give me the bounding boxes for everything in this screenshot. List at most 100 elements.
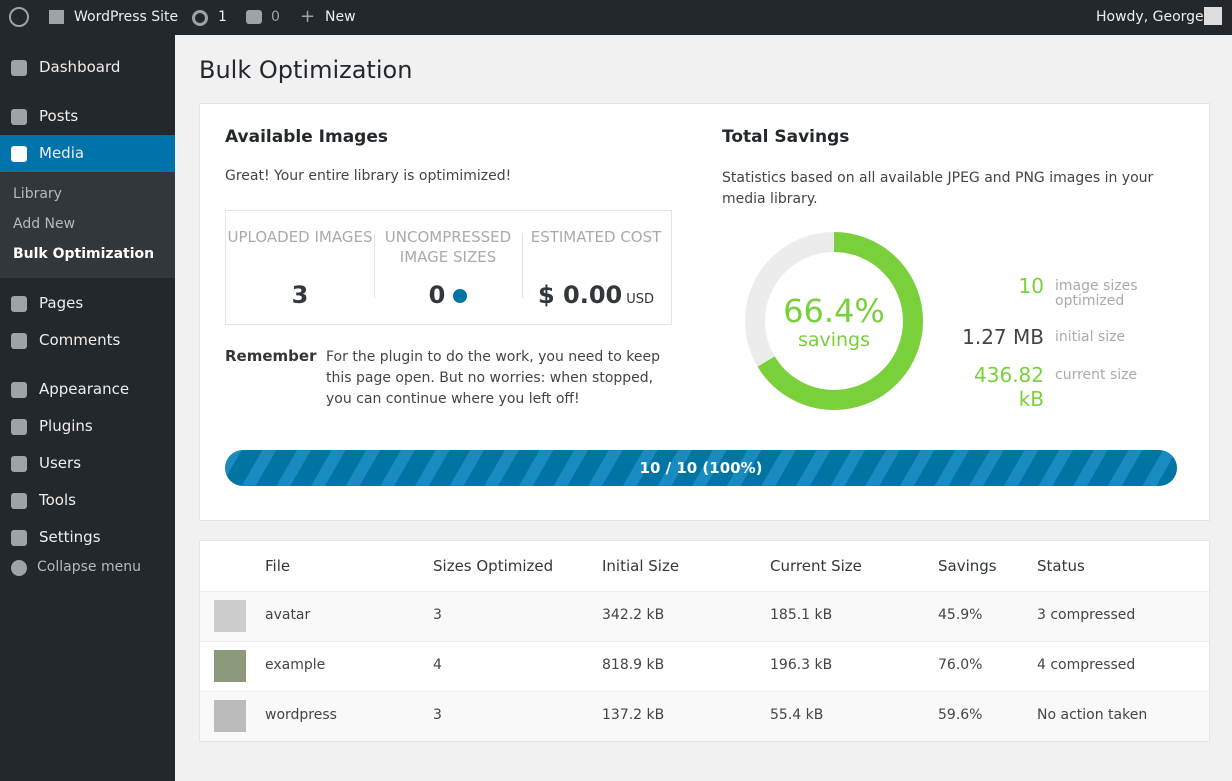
- submenu-item[interactable]: Bulk Optimization: [13, 246, 155, 262]
- table-cell: 818.9 kB: [602, 657, 665, 673]
- menu-icon: [11, 146, 27, 162]
- menu-item[interactable]: Settings: [0, 519, 175, 556]
- site-name[interactable]: WordPress Site: [74, 9, 179, 25]
- stat-number: $ 0.00: [537, 281, 623, 309]
- menu-item[interactable]: Dashboard: [0, 49, 175, 86]
- remember-text: For the plugin to do the work, you need …: [326, 349, 660, 407]
- savings-donut: [745, 232, 923, 410]
- collapse-icon: [11, 560, 27, 576]
- menu-item[interactable]: Tools: [0, 482, 175, 519]
- menu-icon: [11, 60, 27, 76]
- menu-label[interactable]: Appearance: [39, 380, 130, 398]
- table-cell: example: [265, 657, 326, 673]
- menu-item[interactable]: Media: [0, 135, 175, 172]
- menu-label[interactable]: Plugins: [39, 417, 93, 435]
- column-header: Savings: [938, 557, 997, 575]
- savings-description: Statistics based on all available JPEG a…: [722, 170, 1154, 207]
- divider: [374, 233, 375, 298]
- progress-track: 10 / 10 (100%): [225, 450, 1177, 486]
- column-header: Current Size: [770, 557, 862, 575]
- menu-icon: [11, 530, 27, 546]
- column-header: Sizes Optimized: [433, 557, 554, 575]
- menu-item[interactable]: Posts: [0, 98, 175, 135]
- table-cell: 59.6%: [938, 707, 983, 723]
- table-cell: 4: [433, 657, 442, 673]
- menu-item[interactable]: Pages: [0, 285, 175, 322]
- menu-label[interactable]: Tools: [39, 491, 76, 509]
- table-cell: 55.4 kB: [770, 707, 824, 723]
- menu-label[interactable]: Media: [39, 144, 85, 162]
- collapse-menu[interactable]: Collapse menu: [37, 559, 141, 575]
- menu-label[interactable]: Settings: [39, 528, 101, 546]
- table-cell: wordpress: [265, 707, 337, 723]
- wp-logo[interactable]: [9, 7, 29, 27]
- submenu-item[interactable]: Library: [13, 186, 62, 202]
- savings-heading: Total Savings: [722, 127, 850, 147]
- menu-label[interactable]: Posts: [39, 107, 79, 125]
- comments-icon: [246, 10, 262, 24]
- comments-count[interactable]: 0: [271, 9, 280, 25]
- stat-number: 3: [291, 281, 309, 309]
- menu-label[interactable]: Users: [39, 454, 82, 472]
- available-heading: Available Images: [225, 127, 389, 147]
- updates-count[interactable]: 1: [218, 9, 227, 25]
- menu-item[interactable]: Comments: [0, 322, 175, 359]
- menu-label[interactable]: Pages: [39, 294, 84, 312]
- table-cell: 3: [433, 707, 442, 723]
- stat-unit: USD: [626, 292, 655, 307]
- table-row: [200, 691, 1209, 741]
- available-message: Great! Your entire library is optimimize…: [225, 168, 512, 184]
- results-table: File Sizes Optimized Initial Size Current S…: [199, 540, 1210, 742]
- table-cell: 3: [433, 607, 442, 623]
- stat-value: 0: [374, 281, 522, 309]
- stat-label: UNCOMPRESSED IMAGE SIZES: [384, 228, 512, 266]
- table-cell: 76.0%: [938, 657, 983, 673]
- stats-box: UPLOADED IMAGES 3 UNCOMPRESSED IMAGE SIZES…: [225, 210, 672, 325]
- column-header: File: [265, 557, 291, 575]
- donut-arc: [745, 232, 923, 410]
- sidebar: Dashboard Posts Media Library Add New Bulk Op…: [0, 35, 175, 781]
- divider: [522, 233, 523, 298]
- column-header: Status: [1037, 557, 1085, 575]
- stat-value: $ 0.00 USD: [522, 281, 670, 309]
- updates-icon: [192, 10, 208, 26]
- submenu-item[interactable]: Add New: [13, 216, 76, 232]
- stat-value: 3: [226, 281, 374, 309]
- savings-value: 1.27 MB: [962, 325, 1044, 349]
- stat-label: ESTIMATED COST: [530, 228, 662, 246]
- menu-label[interactable]: Comments: [39, 331, 121, 349]
- thumbnail: [214, 600, 246, 632]
- page-title: Bulk Optimization: [199, 56, 413, 84]
- table-cell: 3 compressed: [1037, 607, 1136, 623]
- admin-bar: WordPress Site 1 0 + New Howdy, George: [0, 0, 1232, 35]
- greeting[interactable]: Howdy, George: [1096, 9, 1204, 25]
- summary-panel: Available Images Great! Your entire libr…: [199, 103, 1210, 521]
- table-cell: 4 compressed: [1037, 657, 1136, 673]
- table-cell: 137.2 kB: [602, 707, 665, 723]
- table-cell: 196.3 kB: [770, 657, 833, 673]
- info-icon[interactable]: [453, 289, 468, 303]
- savings-label: image sizes optimized: [1055, 278, 1138, 309]
- savings-label: current size: [1055, 367, 1138, 383]
- menu-icon: [11, 109, 27, 125]
- plus-icon: +: [300, 6, 316, 27]
- menu-icon: [11, 333, 27, 349]
- menu-icon: [11, 419, 27, 435]
- new-link[interactable]: New: [325, 9, 356, 25]
- remember-label: Remember: [225, 347, 317, 365]
- table-row: [200, 641, 1209, 691]
- progress-fill: [225, 450, 1177, 486]
- menu-item[interactable]: Plugins: [0, 408, 175, 445]
- savings-caption: savings: [797, 329, 871, 351]
- savings-percent: 66.4%: [783, 292, 885, 330]
- stat-label: UPLOADED IMAGES: [227, 228, 373, 246]
- thumbnail: [214, 700, 246, 732]
- menu-item[interactable]: Appearance: [0, 371, 175, 408]
- menu-item[interactable]: Users: [0, 445, 175, 482]
- menu-label[interactable]: Dashboard: [39, 58, 121, 76]
- menu-icon: [11, 493, 27, 509]
- menu-icon: [11, 456, 27, 472]
- menu-icon: [11, 382, 27, 398]
- table-cell: 185.1 kB: [770, 607, 833, 623]
